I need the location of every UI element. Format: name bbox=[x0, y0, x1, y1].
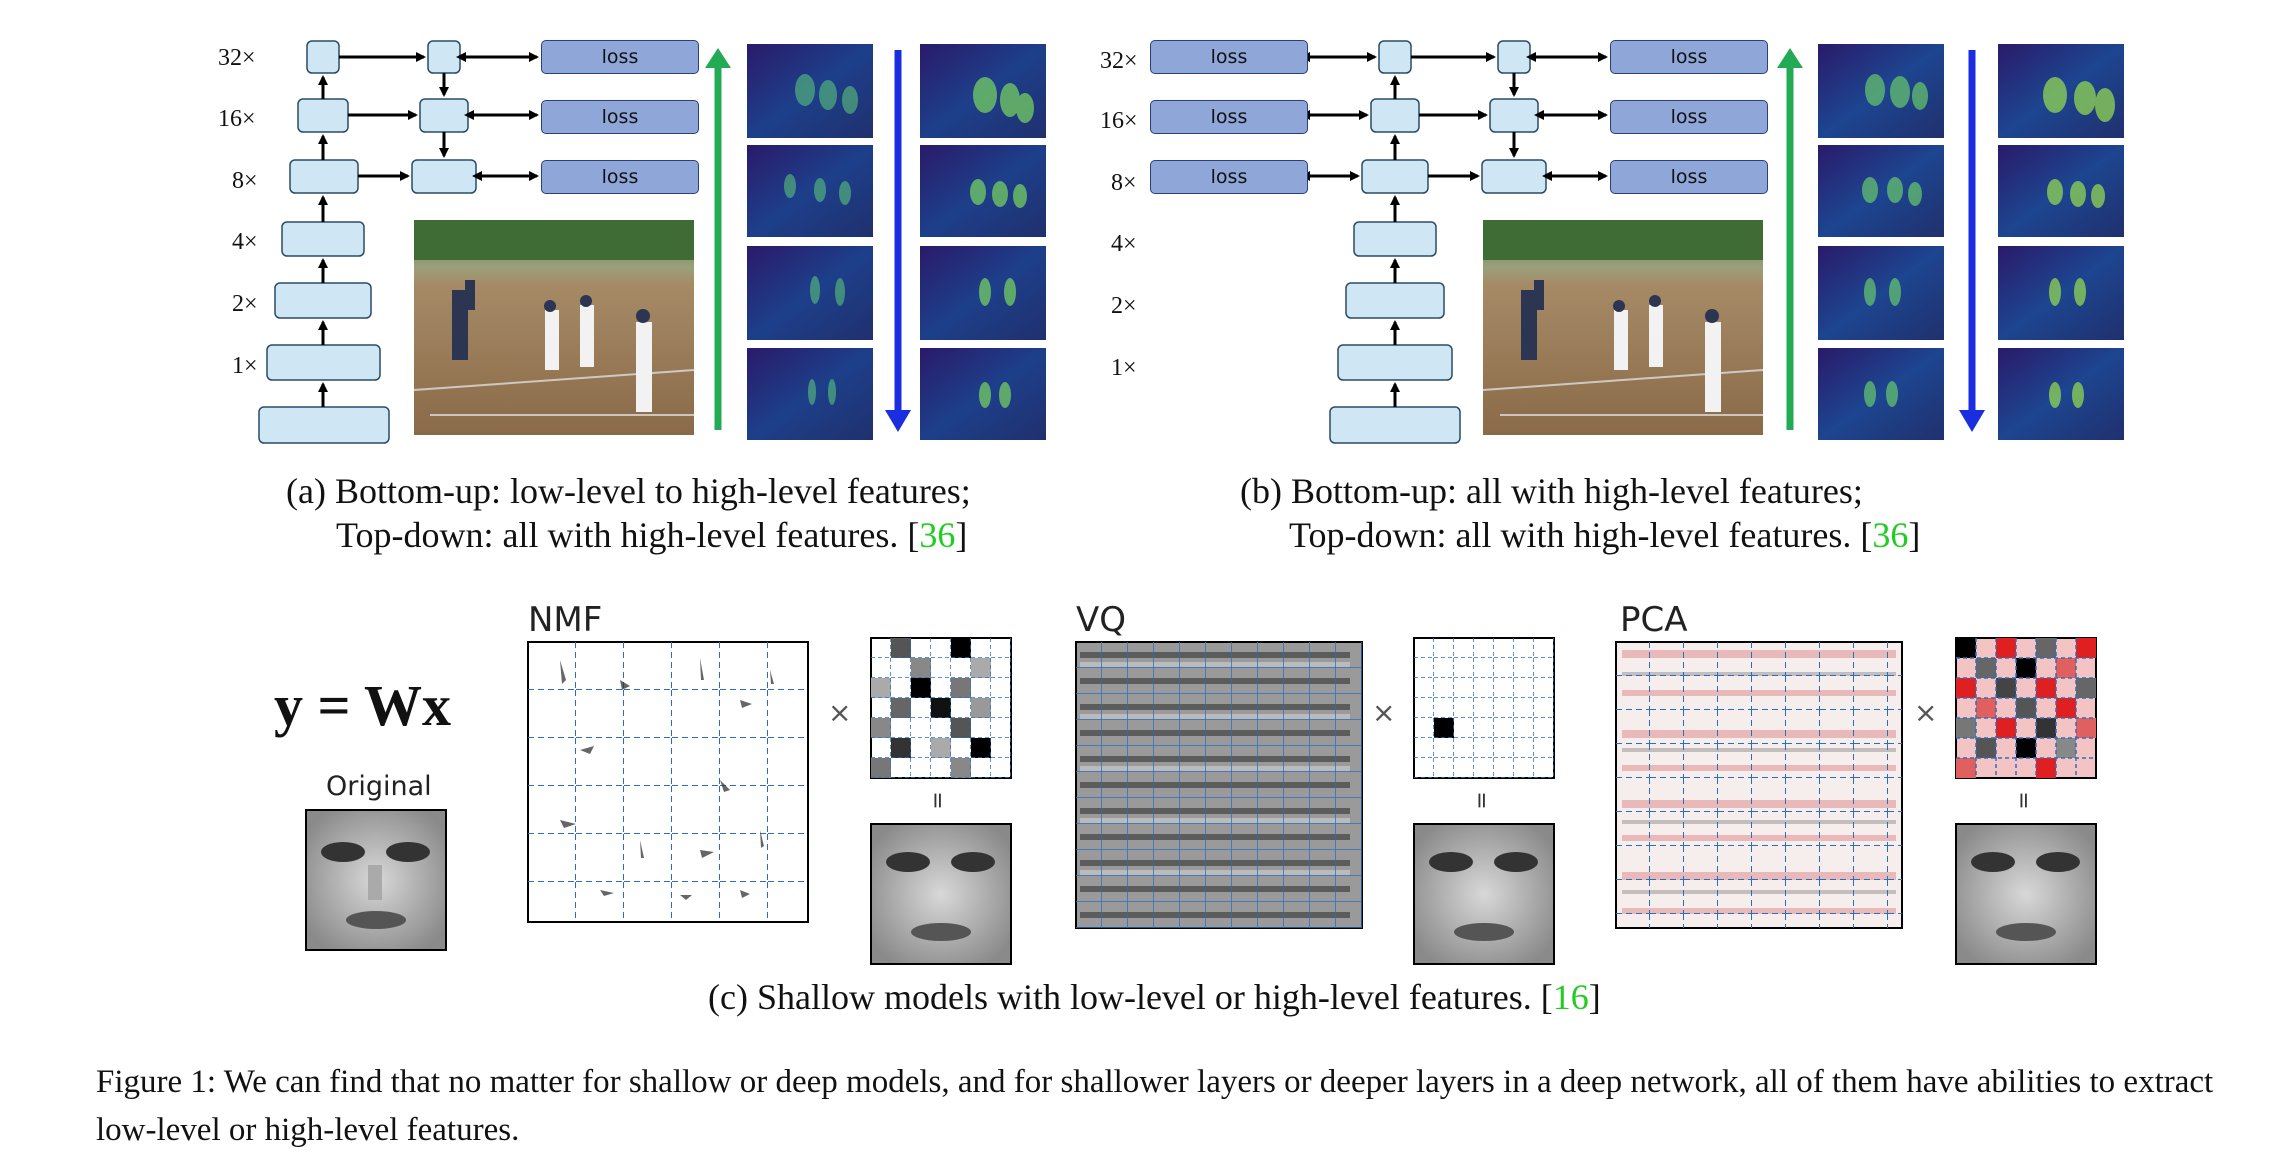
times-symbol: × bbox=[1372, 696, 1396, 729]
loss-box: loss bbox=[1150, 40, 1308, 74]
vq-reconstruction-image bbox=[1413, 823, 1555, 965]
panel-a-diagram bbox=[258, 40, 1046, 444]
panel-b-caption-line1: (b) Bottom-up: all with high-level featu… bbox=[1240, 471, 1863, 511]
panel-a-caption-line1: (a) Bottom-up: low-level to high-level f… bbox=[286, 471, 971, 511]
pca-basis-image bbox=[1615, 641, 1903, 929]
loss-box: loss bbox=[1610, 100, 1768, 134]
pca-reconstruction-image bbox=[1955, 823, 2097, 965]
figure-caption: Figure 1: We can find that no matter for… bbox=[96, 1064, 2214, 1148]
method-label-vq: VQ bbox=[1076, 600, 1127, 640]
times-symbol: × bbox=[828, 696, 852, 729]
scale-label-8: 8× bbox=[232, 168, 258, 194]
scale-label-8: 8× bbox=[1111, 170, 1137, 196]
scale-label-16: 16× bbox=[218, 106, 256, 132]
panel-a-caption-line2: Top-down: all with high-level features. … bbox=[336, 515, 968, 555]
citation-ref[interactable]: 16 bbox=[1552, 977, 1589, 1017]
scale-label-2: 2× bbox=[232, 291, 258, 317]
scale-label-4: 4× bbox=[232, 229, 258, 255]
equals-symbol: = bbox=[924, 791, 950, 810]
citation-ref[interactable]: 36 bbox=[1872, 515, 1909, 555]
loss-box: loss bbox=[541, 100, 699, 134]
equals-symbol: = bbox=[1468, 791, 1494, 810]
feature-maps-top-down bbox=[920, 44, 1046, 440]
original-label: Original bbox=[326, 771, 432, 802]
bottom-up-pyramid bbox=[258, 40, 390, 444]
scale-label-1: 1× bbox=[232, 353, 258, 379]
scale-label-4: 4× bbox=[1111, 231, 1137, 257]
nmf-reconstruction-image bbox=[870, 823, 1012, 965]
panel-b-caption-line2: Top-down: all with high-level features. … bbox=[1289, 515, 1921, 555]
scale-label-1: 1× bbox=[1111, 355, 1137, 381]
pca-coefficient-image bbox=[1955, 637, 2097, 779]
loss-box: loss bbox=[541, 40, 699, 74]
top-down-arrow bbox=[885, 50, 911, 432]
top-down-blocks bbox=[411, 40, 477, 194]
panel-c-diagram bbox=[305, 637, 2097, 965]
baseball-photo bbox=[1482, 220, 1764, 435]
equation: y = Wx bbox=[274, 673, 452, 738]
scale-label-32: 32× bbox=[1100, 48, 1138, 74]
loss-box: loss bbox=[1150, 160, 1308, 194]
vq-coefficient-image bbox=[1413, 637, 1555, 779]
original-face-image bbox=[305, 809, 447, 951]
feature-maps-bottom-up bbox=[747, 44, 873, 440]
citation-ref[interactable]: 36 bbox=[919, 515, 956, 555]
loss-box: loss bbox=[1610, 160, 1768, 194]
method-label-nmf: NMF bbox=[528, 600, 603, 640]
times-symbol: × bbox=[1914, 696, 1938, 729]
equals-symbol: = bbox=[2010, 791, 2036, 810]
vq-basis-image bbox=[1075, 641, 1363, 929]
loss-box: loss bbox=[541, 160, 699, 194]
scale-label-16: 16× bbox=[1100, 108, 1138, 134]
scale-label-32: 32× bbox=[218, 45, 256, 71]
bottom-up-arrow bbox=[705, 48, 731, 430]
nmf-basis-image bbox=[527, 641, 809, 923]
loss-box: loss bbox=[1610, 40, 1768, 74]
baseball-photo bbox=[413, 220, 695, 435]
panel-b-diagram bbox=[1300, 40, 2124, 444]
panel-c-caption: (c) Shallow models with low-level or hig… bbox=[708, 977, 1601, 1017]
nmf-coefficient-image bbox=[870, 637, 1012, 779]
loss-box: loss bbox=[1150, 100, 1308, 134]
scale-label-2: 2× bbox=[1111, 293, 1137, 319]
method-label-pca: PCA bbox=[1620, 600, 1688, 640]
